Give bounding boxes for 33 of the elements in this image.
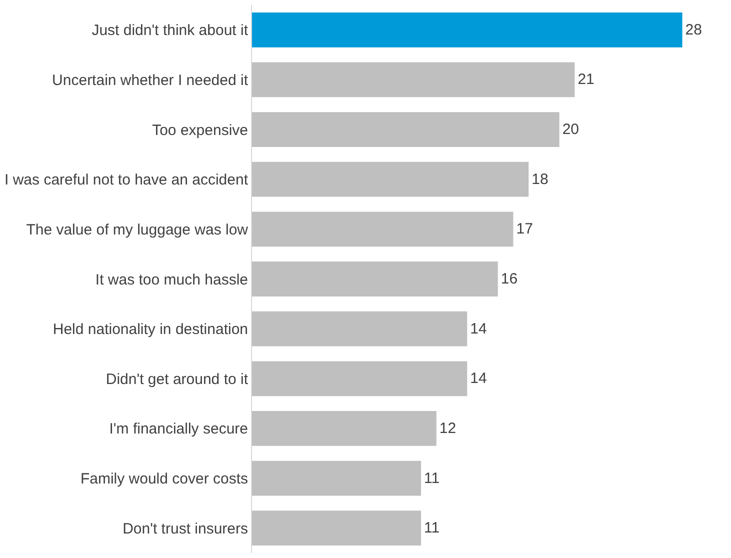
bar — [252, 162, 529, 197]
y-tick-label: I was careful not to have an accident — [4, 172, 249, 189]
y-tick-label: It was too much hassle — [95, 271, 248, 288]
bar — [252, 460, 422, 496]
y-tick-label: Just didn't think about it — [92, 22, 249, 40]
data-label: 20 — [562, 121, 580, 138]
data-label: 28 — [685, 21, 702, 38]
bar — [252, 361, 468, 396]
bar — [252, 311, 468, 346]
bar — [252, 112, 560, 147]
y-tick-label: Too expensive — [152, 122, 248, 139]
data-label: 12 — [439, 420, 456, 437]
y-tick-label: Uncertain whether I needed it — [52, 72, 249, 89]
data-label: 14 — [470, 370, 487, 388]
y-tick-label: Don't trust insurers — [122, 520, 248, 538]
y-tick-label: Held nationality in destination — [52, 321, 248, 338]
y-tick-label: The value of my luggage was low — [26, 221, 248, 238]
y-tick-label: I'm financially secure — [109, 420, 248, 438]
bar — [252, 12, 682, 48]
y-tick-label: Didn't get around to it — [106, 370, 249, 388]
data-label: 16 — [500, 270, 518, 288]
data-label: 18 — [532, 170, 548, 188]
bar — [252, 510, 422, 546]
bar — [252, 411, 436, 446]
bar — [252, 212, 514, 247]
y-tick-label: Family would cover costs — [80, 470, 248, 488]
data-label: 11 — [424, 520, 440, 537]
data-label: 21 — [578, 71, 594, 88]
bar — [252, 262, 498, 296]
data-label: 17 — [516, 220, 533, 238]
data-label: 11 — [424, 470, 440, 487]
data-label: 14 — [470, 320, 487, 338]
bar — [252, 62, 575, 98]
